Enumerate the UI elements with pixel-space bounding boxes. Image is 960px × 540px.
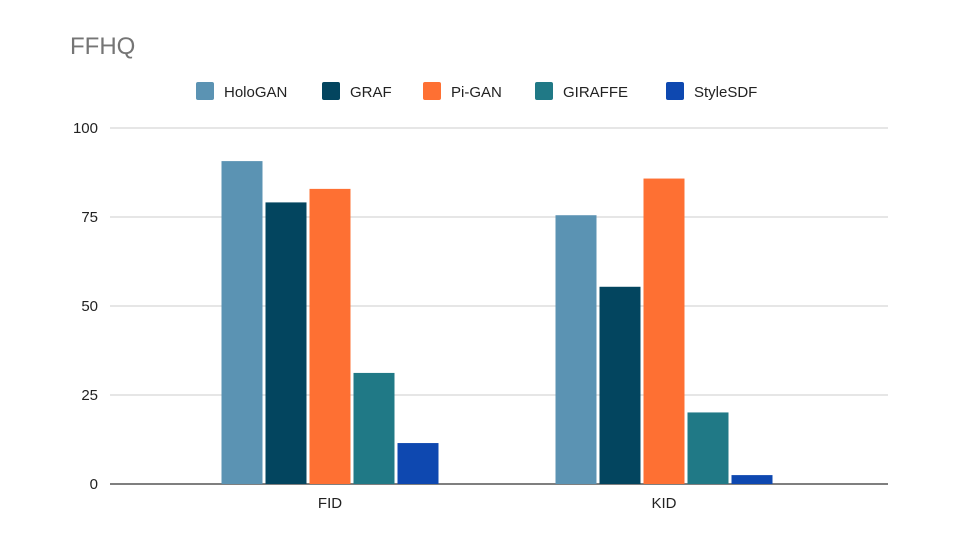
legend-label: HoloGAN [224, 84, 287, 101]
legend-swatch [535, 82, 553, 100]
bar-graf-kid [599, 286, 641, 484]
y-tick-label: 25 [81, 387, 98, 404]
bar-hologan-kid [555, 215, 597, 484]
bar-giraffe-kid [687, 412, 729, 484]
legend-swatch [322, 82, 340, 100]
bar-pi-gan-fid [309, 188, 351, 484]
y-tick-label: 100 [73, 120, 98, 137]
x-category-label: KID [651, 495, 676, 512]
legend-label: Pi-GAN [451, 84, 502, 101]
x-category-label: FID [318, 495, 342, 512]
bar-stylesdf-kid [731, 475, 773, 484]
legend-label: GIRAFFE [563, 84, 628, 101]
y-tick-label: 0 [90, 476, 98, 493]
legend-swatch [423, 82, 441, 100]
legend-label: StyleSDF [694, 84, 757, 101]
legend-label: GRAF [350, 84, 392, 101]
grid: 0 25 50 75 100 [73, 120, 888, 493]
legend-swatch [196, 82, 214, 100]
legend: HoloGAN GRAF Pi-GAN GIRAFFE StyleSDF [196, 82, 757, 101]
bar-stylesdf-fid [397, 443, 439, 484]
y-tick-label: 50 [81, 298, 98, 315]
x-axis: FID KID [318, 495, 677, 512]
y-tick-label: 75 [81, 209, 98, 226]
bar-pi-gan-kid [643, 178, 685, 484]
bar-hologan-fid [221, 161, 263, 484]
bar-giraffe-fid [353, 372, 395, 484]
bars [221, 161, 773, 485]
chart-title: FFHQ [70, 33, 135, 60]
bar-graf-fid [265, 202, 307, 485]
legend-swatch [666, 82, 684, 100]
